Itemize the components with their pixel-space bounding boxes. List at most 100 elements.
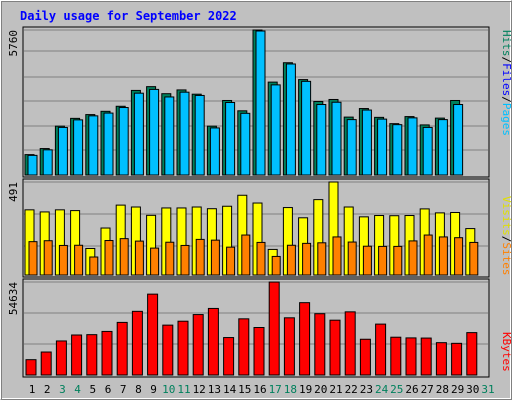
legend-sep-1: / [500,57,512,64]
sites-bar-day-19 [302,242,312,276]
x-label-day-10: 10 [162,383,175,396]
sites-bar-day-9 [150,247,160,276]
x-axis-labels: 1 2 3 4 5 6 7 8 9 10 11 12 13 14 15 16 17 18 19 20 21 22 23 24 2… [29,383,495,396]
kbytes-bar-day-28 [435,342,447,376]
kbytes-bar-day-7 [116,321,128,376]
kbytes-bar-day-12 [192,314,204,376]
files-bar-day-28 [437,119,448,176]
files-bar-day-23 [361,109,372,176]
files-bar-day-24 [377,118,388,176]
sites-bar-day-26 [408,240,418,276]
x-label-day-22: 22 [345,383,358,396]
x-label-day-3: 3 [59,383,66,396]
sites-bar-day-8 [134,240,144,276]
kbytes-bar-day-8 [131,310,143,376]
files-bar-day-8 [133,92,144,176]
x-label-day-20: 20 [314,383,327,396]
kbytes-bar-day-11 [177,320,189,376]
files-bar-day-21 [331,101,342,176]
kbytes-bar-day-17 [268,281,280,376]
x-label-day-21: 21 [329,383,342,396]
files-bar-day-6 [103,112,114,176]
x-label-day-2: 2 [44,383,51,396]
sites-bar-day-1 [28,241,38,276]
x-label-day-24: 24 [375,383,389,396]
files-bar-day-22 [346,119,357,176]
sites-bar-day-17 [271,255,281,276]
kbytes-bar-day-24 [375,323,387,376]
files-bar-day-27 [422,126,433,176]
x-label-day-18: 18 [284,383,297,396]
sites-bar-day-15 [241,234,251,276]
kbytes-bar-day-10 [162,324,174,376]
kbytes-bar-day-4 [71,334,83,376]
sites-bar-day-7 [119,238,129,276]
hits-max-label: 5760 [7,30,20,57]
kbytes-bar-day-2 [40,351,52,376]
legend-sep-3: / [500,236,512,243]
hits-legend: Hits/Files/Pages [500,30,512,136]
x-label-day-11: 11 [177,383,190,396]
legend-hits: Hits [500,30,512,57]
x-label-day-29: 29 [451,383,464,396]
kbytes-bar-day-5 [86,334,98,376]
sites-bar-day-12 [195,238,205,276]
files-bar-day-12 [194,94,205,176]
visits-legend: Visits/Sites [500,196,512,276]
files-bar-day-11 [179,91,190,176]
sites-bar-day-23 [362,245,372,276]
kbytes-bar-day-1 [25,359,37,376]
legend-sites: Sites [500,242,512,275]
x-label-day-7: 7 [120,383,127,396]
legend-pages: Pages [500,103,512,136]
files-bar-day-5 [88,115,99,176]
x-label-day-25: 25 [390,383,403,396]
x-label-day-5: 5 [89,383,96,396]
kbytes-bar-day-15 [238,318,250,376]
files-bar-day-13 [209,127,220,176]
kbytes-bar-day-18 [283,317,295,376]
kbytes-legend: KBytes [500,332,512,372]
x-label-day-31: 31 [481,383,494,396]
files-bar-day-18 [285,63,296,176]
files-bar-day-14 [225,102,236,176]
legend-sep-2: / [500,96,512,103]
kbytes-bar-day-19 [299,302,311,376]
kbytes-max-label: 54634 [7,282,20,315]
kbytes-bar-day-20 [314,313,326,376]
files-bar-day-16 [255,30,266,176]
sites-bar-day-18 [286,244,296,276]
x-label-day-4: 4 [74,383,81,396]
files-bar-day-10 [164,96,175,176]
sites-bar-day-16 [256,241,266,276]
x-label-day-15: 15 [238,383,251,396]
files-bar-day-19 [301,80,312,176]
x-label-day-12: 12 [193,383,206,396]
sites-bar-day-6 [104,240,114,276]
sites-bar-day-25 [393,245,403,276]
x-label-day-14: 14 [223,383,237,396]
kbytes-bar-day-3 [55,340,67,376]
x-label-day-26: 26 [405,383,418,396]
kbytes-bar-day-26 [405,337,417,376]
x-label-day-9: 9 [150,383,157,396]
chart-title: Daily usage for September 2022 [20,9,237,23]
x-label-day-8: 8 [135,383,142,396]
files-bar-day-4 [73,119,84,176]
sites-bar-day-14 [226,246,236,276]
sites-bar-day-11 [180,244,190,276]
x-label-day-16: 16 [253,383,266,396]
kbytes-bar-day-16 [253,327,265,376]
legend-visits: Visits [500,196,512,236]
files-bar-day-9 [149,88,160,176]
x-label-day-1: 1 [29,383,36,396]
files-bar-day-1 [27,154,38,176]
kbytes-bar-day-23 [359,338,371,376]
kbytes-bar-day-27 [420,337,432,376]
files-bar-day-3 [57,126,68,176]
sites-bar-day-27 [423,234,433,276]
sites-bar-day-22 [347,241,357,276]
kbytes-bar-day-14 [223,337,235,376]
